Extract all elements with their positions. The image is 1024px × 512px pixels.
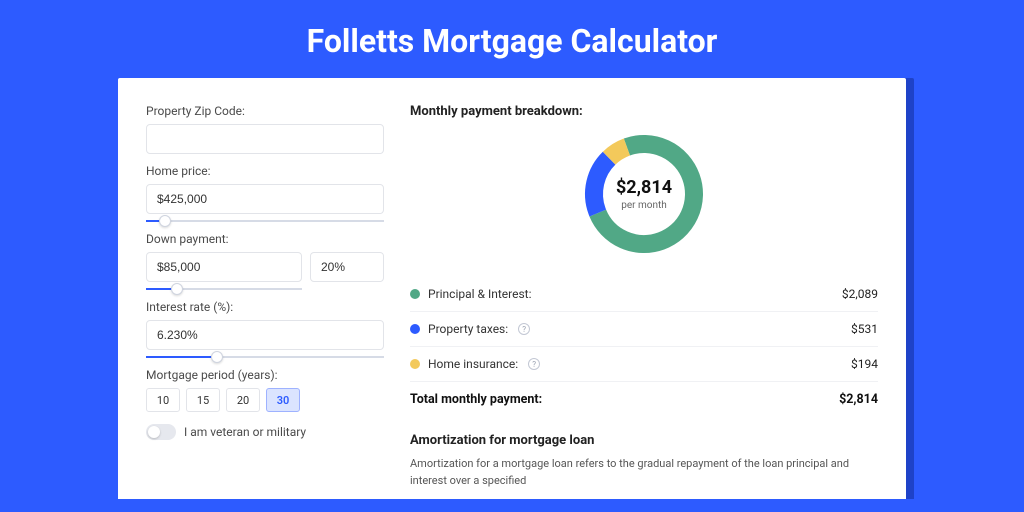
breakdown-column: Monthly payment breakdown: $2,814 per mo… bbox=[410, 104, 878, 489]
legend-row: Home insurance:? $194 bbox=[410, 346, 878, 381]
home-price-label: Home price: bbox=[146, 164, 384, 178]
veteran-toggle[interactable] bbox=[146, 424, 176, 440]
home-price-input[interactable] bbox=[146, 184, 384, 214]
period-option-20[interactable]: 20 bbox=[226, 388, 260, 412]
donut-chart: $2,814 per month bbox=[579, 129, 709, 259]
down-payment-slider-thumb[interactable] bbox=[171, 283, 183, 295]
interest-rate-input[interactable] bbox=[146, 320, 384, 350]
calculator-card: Property Zip Code: Home price: Down paym… bbox=[118, 78, 906, 499]
interest-rate-slider-fill bbox=[146, 356, 217, 358]
zip-input[interactable] bbox=[146, 124, 384, 154]
period-option-10[interactable]: 10 bbox=[146, 388, 180, 412]
legend-row: Principal & Interest: $2,089 bbox=[410, 277, 878, 311]
amortization-text: Amortization for a mortgage loan refers … bbox=[410, 456, 878, 489]
home-price-field: Home price: bbox=[146, 164, 384, 222]
legend-label: Property taxes: bbox=[428, 322, 508, 336]
down-payment-pct-input[interactable] bbox=[310, 252, 384, 282]
total-value: $2,814 bbox=[839, 392, 878, 407]
period-option-30[interactable]: 30 bbox=[266, 388, 300, 412]
total-row: Total monthly payment: $2,814 bbox=[410, 381, 878, 417]
donut-center: $2,814 per month bbox=[616, 177, 672, 211]
legend-value: $531 bbox=[851, 322, 878, 336]
legend-dot bbox=[410, 324, 420, 334]
zip-label: Property Zip Code: bbox=[146, 104, 384, 118]
down-payment-label: Down payment: bbox=[146, 232, 384, 246]
interest-rate-slider-thumb[interactable] bbox=[211, 351, 223, 363]
breakdown-title: Monthly payment breakdown: bbox=[410, 104, 878, 119]
down-payment-field: Down payment: bbox=[146, 232, 384, 290]
period-option-15[interactable]: 15 bbox=[186, 388, 220, 412]
legend-label: Home insurance: bbox=[428, 357, 518, 371]
donut-wrap: $2,814 per month bbox=[410, 129, 878, 259]
interest-rate-field: Interest rate (%): bbox=[146, 300, 384, 358]
donut-sub: per month bbox=[616, 200, 672, 211]
amortization-title: Amortization for mortgage loan bbox=[410, 433, 878, 448]
veteran-label: I am veteran or military bbox=[184, 425, 306, 439]
legend-row: Property taxes:? $531 bbox=[410, 311, 878, 346]
legend-dot bbox=[410, 359, 420, 369]
down-payment-amount-input[interactable] bbox=[146, 252, 302, 282]
legend-dot bbox=[410, 289, 420, 299]
mortgage-period-field: Mortgage period (years): 10152030 bbox=[146, 368, 384, 412]
legend: Principal & Interest: $2,089 Property taxe… bbox=[410, 277, 878, 381]
interest-rate-label: Interest rate (%): bbox=[146, 300, 384, 314]
home-price-slider-thumb[interactable] bbox=[159, 215, 171, 227]
inputs-column: Property Zip Code: Home price: Down paym… bbox=[146, 104, 384, 489]
mortgage-period-label: Mortgage period (years): bbox=[146, 368, 384, 382]
info-icon[interactable]: ? bbox=[518, 323, 530, 335]
total-label: Total monthly payment: bbox=[410, 392, 542, 407]
amortization-section: Amortization for mortgage loan Amortizat… bbox=[410, 433, 878, 489]
legend-value: $194 bbox=[851, 357, 878, 371]
zip-field: Property Zip Code: bbox=[146, 104, 384, 154]
info-icon[interactable]: ? bbox=[528, 358, 540, 370]
down-payment-slider[interactable] bbox=[146, 288, 302, 290]
page-title: Folletts Mortgage Calculator bbox=[0, 0, 1024, 78]
legend-value: $2,089 bbox=[842, 287, 878, 301]
mortgage-period-options: 10152030 bbox=[146, 388, 384, 412]
interest-rate-slider[interactable] bbox=[146, 356, 384, 358]
veteran-row: I am veteran or military bbox=[146, 424, 384, 440]
veteran-toggle-knob bbox=[148, 426, 160, 438]
home-price-slider[interactable] bbox=[146, 220, 384, 222]
legend-label: Principal & Interest: bbox=[428, 287, 532, 301]
donut-amount: $2,814 bbox=[616, 177, 672, 198]
